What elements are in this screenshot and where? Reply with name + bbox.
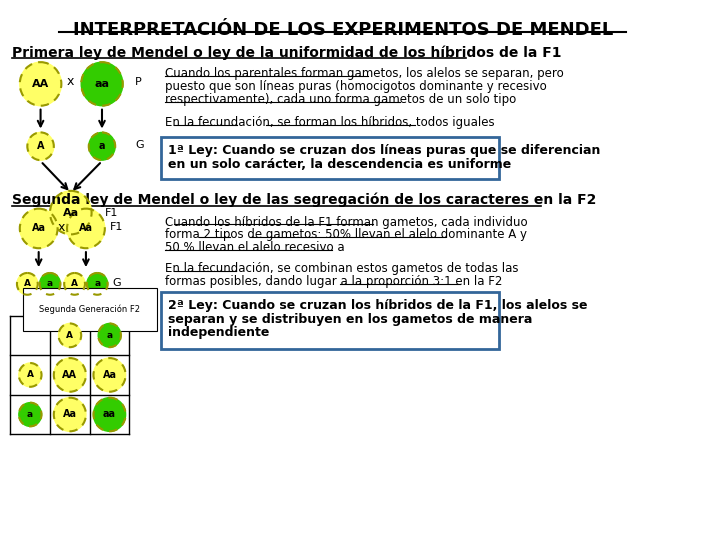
Text: formas posibles, dando lugar a la proporción 3:1 en la F2: formas posibles, dando lugar a la propor…: [166, 275, 503, 288]
Circle shape: [50, 191, 91, 234]
Circle shape: [19, 363, 42, 387]
Circle shape: [19, 403, 42, 427]
Text: a: a: [99, 141, 105, 151]
Text: P: P: [135, 77, 142, 87]
Text: Segunda ley de Mendel o ley de las segregación de los caracteres en la F2: Segunda ley de Mendel o ley de las segre…: [12, 193, 597, 207]
Circle shape: [89, 132, 115, 160]
Text: Aa: Aa: [63, 207, 79, 218]
Text: Cuando los híbridos de la F1 forman gametos, cada individuo: Cuando los híbridos de la F1 forman game…: [166, 215, 528, 228]
Text: En la fecundación, se combinan estos gametos de todas las: En la fecundación, se combinan estos gam…: [166, 262, 519, 275]
Text: F1: F1: [105, 207, 118, 218]
Circle shape: [64, 273, 85, 295]
Text: independiente: independiente: [168, 326, 269, 340]
Text: Primera ley de Mendel o ley de la uniformidad de los híbridos de la F1: Primera ley de Mendel o ley de la unifor…: [12, 45, 562, 60]
Circle shape: [54, 358, 86, 392]
Text: A: A: [37, 141, 45, 151]
Text: A: A: [66, 331, 73, 340]
Circle shape: [54, 397, 86, 431]
Circle shape: [81, 62, 123, 106]
FancyBboxPatch shape: [161, 292, 499, 349]
Text: A: A: [71, 279, 78, 288]
Text: x: x: [58, 221, 65, 234]
Text: G: G: [112, 278, 121, 288]
Text: Aa: Aa: [79, 224, 93, 233]
Text: AA: AA: [63, 370, 77, 380]
FancyBboxPatch shape: [161, 137, 499, 179]
Circle shape: [17, 273, 37, 295]
Text: F1: F1: [109, 222, 123, 232]
Circle shape: [67, 208, 105, 248]
Text: Aa: Aa: [32, 224, 45, 233]
Circle shape: [19, 62, 61, 106]
Text: forma 2 tipos de gametos: 50% llevan el alelo dominante A y: forma 2 tipos de gametos: 50% llevan el …: [166, 228, 527, 241]
Text: aa: aa: [103, 409, 116, 420]
Text: INTERPRETACIÓN DE LOS EXPERIMENTOS DE MENDEL: INTERPRETACIÓN DE LOS EXPERIMENTOS DE ME…: [73, 21, 613, 38]
Text: A: A: [27, 370, 34, 380]
Text: aa: aa: [94, 79, 109, 89]
Text: separan y se distribuyen en los gametos de manera: separan y se distribuyen en los gametos …: [168, 313, 533, 326]
Circle shape: [94, 397, 125, 431]
Circle shape: [94, 358, 125, 392]
Text: 2ª Ley: Cuando se cruzan los híbridos de la F1, los alelos se: 2ª Ley: Cuando se cruzan los híbridos de…: [168, 299, 588, 312]
Text: G: G: [135, 140, 144, 150]
Circle shape: [87, 273, 108, 295]
Text: AA: AA: [32, 79, 49, 89]
Text: puesto que son líneas puras (homocigotos dominante y recesivo: puesto que son líneas puras (homocigotos…: [166, 80, 547, 93]
Text: Segunda Generación F2: Segunda Generación F2: [39, 305, 140, 314]
Circle shape: [19, 208, 58, 248]
Circle shape: [58, 323, 81, 347]
Text: respectivamente), cada uno forma gametos de un solo tipo: respectivamente), cada uno forma gametos…: [166, 93, 516, 106]
Text: Aa: Aa: [63, 409, 77, 420]
Text: x: x: [67, 76, 74, 89]
Text: En la fecundación, se forman los híbridos, todos iguales: En la fecundación, se forman los híbrido…: [166, 116, 495, 129]
Text: Aa: Aa: [102, 370, 117, 380]
Text: 1ª Ley: Cuando se cruzan dos líneas puras que se diferencian: 1ª Ley: Cuando se cruzan dos líneas pura…: [168, 144, 600, 157]
Text: a: a: [107, 331, 112, 340]
Text: en un solo carácter, la descendencia es uniforme: en un solo carácter, la descendencia es …: [168, 158, 511, 171]
Circle shape: [40, 273, 60, 295]
Text: 50 % llevan el alelo recesivo a: 50 % llevan el alelo recesivo a: [166, 241, 345, 254]
Text: a: a: [47, 279, 53, 288]
Text: A: A: [24, 279, 31, 288]
Text: Cuando los parentales forman gametos, los alelos se separan, pero: Cuando los parentales forman gametos, lo…: [166, 67, 564, 80]
Text: a: a: [27, 410, 33, 419]
Circle shape: [98, 323, 121, 347]
Circle shape: [27, 132, 54, 160]
Text: a: a: [94, 279, 100, 288]
